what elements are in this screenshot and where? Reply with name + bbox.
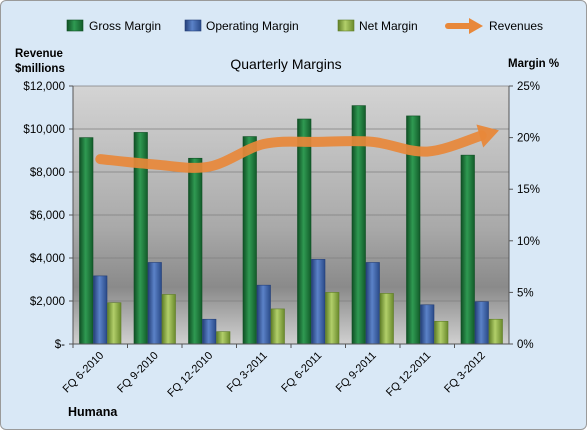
x-tick-label: FQ 3-2011 <box>225 350 270 395</box>
legend-swatch-net-margin <box>337 19 355 32</box>
legend: Gross Margin Operating Margin Net Margin… <box>66 18 543 34</box>
y-left-tick-label: $10,000 <box>23 124 65 136</box>
revenues-arrowhead <box>476 124 500 148</box>
x-tick-label: FQ 12-2011 <box>384 350 433 399</box>
net-margin-bar <box>107 302 122 345</box>
x-tick-label: FQ 6-2011 <box>279 350 324 395</box>
y-right-label: Margin % <box>508 58 559 70</box>
legend-operating-margin: Operating Margin <box>206 19 299 33</box>
operating-margin-bar <box>93 275 108 345</box>
operating-margin-bar <box>420 304 435 345</box>
legend-swatch-revenues <box>445 18 483 34</box>
operating-margin-bar <box>365 262 380 345</box>
operating-margin-bar <box>311 259 326 345</box>
y-left-tick-label: $2,000 <box>30 296 65 308</box>
x-tick-label: FQ 12-2010 <box>165 350 215 400</box>
gross-margin-bar <box>79 137 94 345</box>
legend-net-margin: Net Margin <box>359 19 418 33</box>
y-left-tick-label: $12,000 <box>23 81 65 93</box>
y-left-tick-label: $6,000 <box>30 210 65 222</box>
net-margin-bar <box>434 320 449 345</box>
y-right-tick-label: 5% <box>517 287 534 299</box>
gross-margin-bar <box>242 136 257 345</box>
legend-swatch-gross-margin <box>66 19 84 32</box>
net-margin-bar <box>270 308 285 345</box>
legend-revenues: Revenues <box>489 19 543 33</box>
x-tick-label: FQ 9-2010 <box>115 350 161 396</box>
y-right-tick-label: 0% <box>517 339 534 351</box>
net-margin-bar <box>379 293 394 345</box>
y-right-tick-label: 20% <box>517 133 540 145</box>
x-tick-label: FQ 9-2011 <box>334 350 379 395</box>
legend-swatch-operating-margin <box>184 19 202 32</box>
legend-gross-margin: Gross Margin <box>89 19 161 33</box>
chart-title: Quarterly Margins <box>230 56 341 72</box>
y-right-tick-label: 10% <box>517 236 540 248</box>
y-left-tick-label: $8,000 <box>30 167 65 179</box>
gross-margin-bar <box>188 157 203 345</box>
company-label: Humana <box>68 405 118 419</box>
net-margin-bar <box>325 292 340 345</box>
y-right-tick-label: 25% <box>517 81 540 93</box>
operating-margin-bar <box>202 318 217 345</box>
operating-margin-bar <box>474 301 489 345</box>
operating-margin-bar <box>147 262 162 345</box>
y-left-label-line1: Revenue <box>15 48 63 60</box>
net-margin-bar <box>488 318 503 345</box>
y-left-label-line2: $millions <box>15 63 65 75</box>
net-margin-bar <box>161 294 176 345</box>
gross-margin-bar <box>297 118 312 345</box>
y-left-tick-label: $4,000 <box>30 253 65 265</box>
operating-margin-bar <box>256 284 271 345</box>
x-tick-label: FQ 6-2010 <box>61 350 107 396</box>
y-left-tick-label: $- <box>55 339 65 351</box>
revenues-line <box>95 130 487 173</box>
x-tick-label: FQ 3-2012 <box>442 350 488 396</box>
net-margin-bar <box>216 331 231 345</box>
gross-margin-bar <box>460 154 475 345</box>
y-right-tick-label: 15% <box>517 184 540 196</box>
